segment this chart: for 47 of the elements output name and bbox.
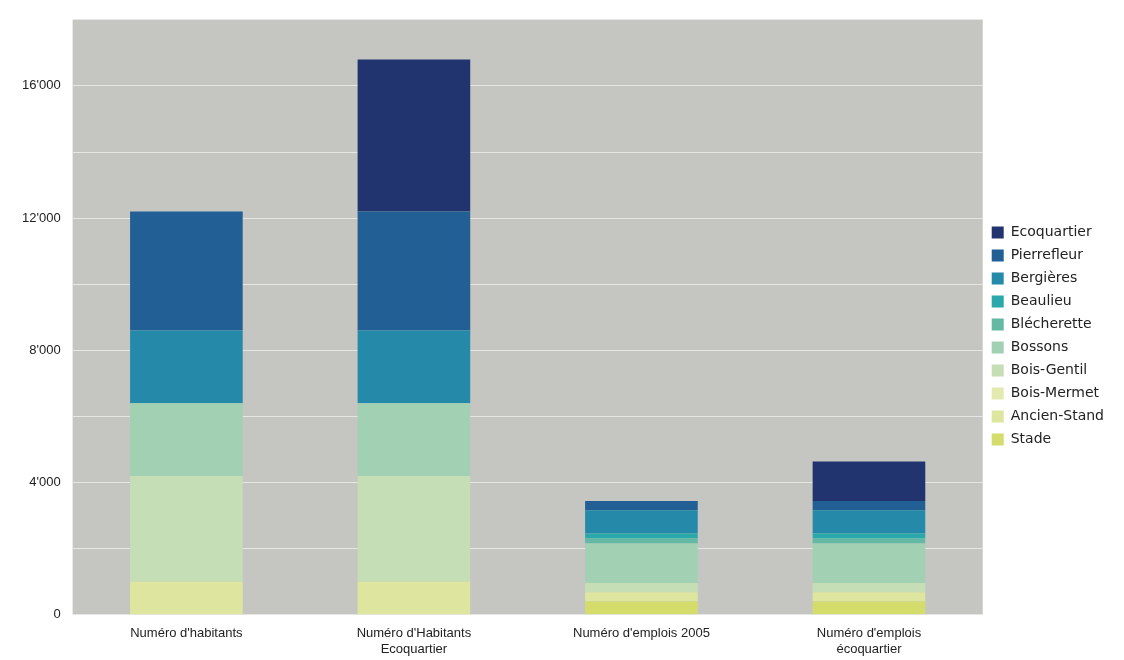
- bar: [812, 592, 926, 602]
- bar: [812, 533, 926, 539]
- bar: [585, 501, 698, 511]
- legend-label: Bossons: [1010, 338, 1069, 355]
- x-tick-label: Numéro d'emplois 2005: [572, 625, 710, 641]
- bar: [585, 533, 698, 539]
- bar: [357, 475, 471, 582]
- legend-label: Bois-Gentil: [1010, 361, 1088, 378]
- y-tick-label: 12'000: [21, 209, 61, 225]
- bar: [585, 601, 698, 615]
- y-tick-label: 8'000: [29, 341, 61, 357]
- bar: [357, 211, 471, 331]
- bar: [812, 461, 926, 502]
- y-tick-label: 16'000: [21, 77, 61, 93]
- bar: [130, 330, 243, 404]
- legend-label: Ecoquartier: [1010, 223, 1092, 240]
- x-tick-label: Numéro d'emplois écoquartier: [816, 625, 922, 656]
- bar: [130, 475, 243, 582]
- bar: [812, 543, 926, 584]
- x-tick-label: Numéro d'habitants: [130, 625, 244, 641]
- bar: [812, 510, 926, 534]
- legend-label: Ancien-Stand: [1010, 407, 1105, 424]
- bar: [812, 583, 926, 593]
- legend-label: Bergières: [1010, 269, 1078, 286]
- bar: [357, 403, 471, 476]
- bar: [357, 330, 471, 404]
- legend-label: Stade: [1010, 430, 1052, 447]
- bar: [585, 592, 698, 602]
- bar: [812, 501, 926, 511]
- bar: [585, 543, 698, 584]
- legend-label: Pierrefleur: [1010, 246, 1084, 263]
- bar: [130, 403, 243, 476]
- bar: [585, 583, 698, 593]
- bar: [812, 601, 926, 615]
- legend-label: Beaulieu: [1010, 292, 1072, 309]
- y-tick-label: 4'000: [29, 474, 61, 490]
- bar: [130, 211, 243, 331]
- bar: [585, 510, 698, 534]
- bar: [130, 581, 243, 615]
- legend-label: Blécherette: [1010, 315, 1092, 332]
- bar: [357, 581, 471, 615]
- y-tick-label: 0: [53, 606, 61, 622]
- x-tick-label: Numéro d'Habitants Ecoquartier: [356, 625, 472, 656]
- legend-label: Bois-Mermet: [1010, 384, 1100, 401]
- bar: [357, 59, 471, 212]
- bar: [812, 538, 926, 544]
- bar: [585, 538, 698, 544]
